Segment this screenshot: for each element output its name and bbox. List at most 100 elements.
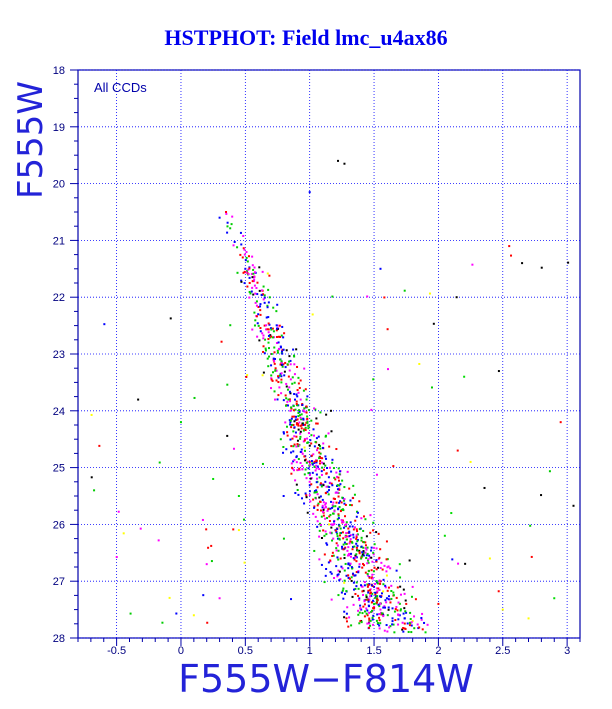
star-point bbox=[388, 626, 391, 629]
star-point bbox=[352, 603, 355, 606]
star-point bbox=[320, 515, 323, 518]
data-point bbox=[366, 614, 369, 617]
star-point bbox=[326, 466, 329, 469]
star-point bbox=[349, 538, 352, 541]
star-point bbox=[303, 439, 306, 442]
star-point bbox=[286, 363, 289, 366]
star-point bbox=[363, 584, 366, 587]
data-point bbox=[385, 574, 388, 577]
star-point bbox=[315, 459, 318, 462]
star-point bbox=[365, 548, 368, 551]
star-point bbox=[271, 379, 274, 382]
star-point bbox=[255, 300, 258, 303]
star-point bbox=[271, 327, 274, 330]
star-point bbox=[421, 628, 424, 631]
star-point bbox=[344, 535, 347, 538]
star-point bbox=[296, 468, 299, 471]
star-point bbox=[345, 538, 348, 541]
x-tick-label: -0.5 bbox=[107, 645, 126, 657]
star-point bbox=[355, 537, 358, 540]
star-point bbox=[310, 442, 313, 445]
star-point bbox=[357, 594, 360, 597]
star-point bbox=[259, 305, 262, 308]
star-point bbox=[319, 462, 322, 465]
star-point bbox=[313, 445, 316, 448]
star-point bbox=[290, 423, 293, 426]
star-point bbox=[377, 532, 380, 535]
star-point bbox=[373, 543, 376, 546]
star-point bbox=[355, 560, 358, 563]
star-point bbox=[337, 569, 340, 572]
star-point bbox=[274, 369, 277, 372]
star-point bbox=[345, 543, 348, 546]
star-point bbox=[360, 517, 363, 520]
star-point bbox=[358, 565, 361, 568]
star-point bbox=[321, 461, 324, 464]
star-point bbox=[264, 349, 267, 352]
star-point bbox=[351, 545, 354, 548]
star-point bbox=[246, 270, 249, 273]
star-point bbox=[368, 611, 371, 614]
star-point bbox=[328, 486, 331, 489]
star-point bbox=[255, 287, 258, 290]
field-star-point bbox=[451, 558, 454, 561]
star-point bbox=[291, 376, 294, 379]
star-point bbox=[403, 627, 406, 630]
star-point bbox=[349, 540, 352, 543]
star-point bbox=[244, 259, 247, 262]
star-point bbox=[303, 367, 306, 370]
star-point bbox=[324, 480, 327, 483]
star-point bbox=[267, 322, 270, 325]
star-point bbox=[382, 578, 385, 581]
star-point bbox=[337, 594, 340, 597]
star-point bbox=[319, 452, 322, 455]
data-point bbox=[237, 495, 240, 497]
star-point bbox=[307, 472, 310, 475]
star-point bbox=[332, 501, 335, 504]
star-point bbox=[355, 528, 358, 531]
star-point bbox=[315, 461, 318, 464]
star-point bbox=[315, 467, 318, 470]
data-point bbox=[373, 602, 376, 605]
star-point bbox=[328, 489, 331, 492]
star-point bbox=[296, 489, 299, 492]
star-point bbox=[331, 458, 334, 461]
star-point bbox=[305, 421, 308, 424]
star-point bbox=[296, 422, 299, 425]
data-point bbox=[331, 551, 334, 554]
star-point bbox=[246, 285, 249, 288]
star-point bbox=[262, 350, 265, 353]
star-point bbox=[325, 533, 328, 536]
star-point bbox=[297, 423, 300, 426]
star-point bbox=[364, 541, 367, 544]
star-point bbox=[256, 335, 259, 338]
star-point bbox=[263, 296, 266, 299]
star-point bbox=[270, 378, 273, 381]
data-point bbox=[254, 301, 257, 304]
data-point bbox=[508, 245, 511, 248]
star-point bbox=[301, 497, 304, 500]
star-point bbox=[339, 578, 342, 581]
star-point bbox=[319, 500, 322, 503]
star-point bbox=[293, 415, 296, 418]
star-point bbox=[403, 617, 406, 620]
star-point bbox=[374, 591, 377, 594]
y-tick-label: 19 bbox=[53, 122, 65, 134]
data-point bbox=[469, 460, 472, 463]
star-point bbox=[276, 303, 279, 306]
star-point bbox=[360, 621, 363, 624]
star-point bbox=[391, 620, 394, 623]
star-point bbox=[387, 565, 390, 568]
field-star-point bbox=[240, 280, 243, 283]
star-point bbox=[299, 450, 302, 453]
star-point bbox=[338, 534, 341, 537]
star-point bbox=[290, 451, 293, 454]
star-point bbox=[344, 503, 347, 506]
star-point bbox=[275, 369, 278, 372]
star-point bbox=[362, 550, 365, 553]
star-point bbox=[366, 585, 369, 588]
star-point bbox=[386, 614, 389, 617]
star-point bbox=[368, 617, 371, 620]
field-star-point bbox=[457, 562, 460, 565]
